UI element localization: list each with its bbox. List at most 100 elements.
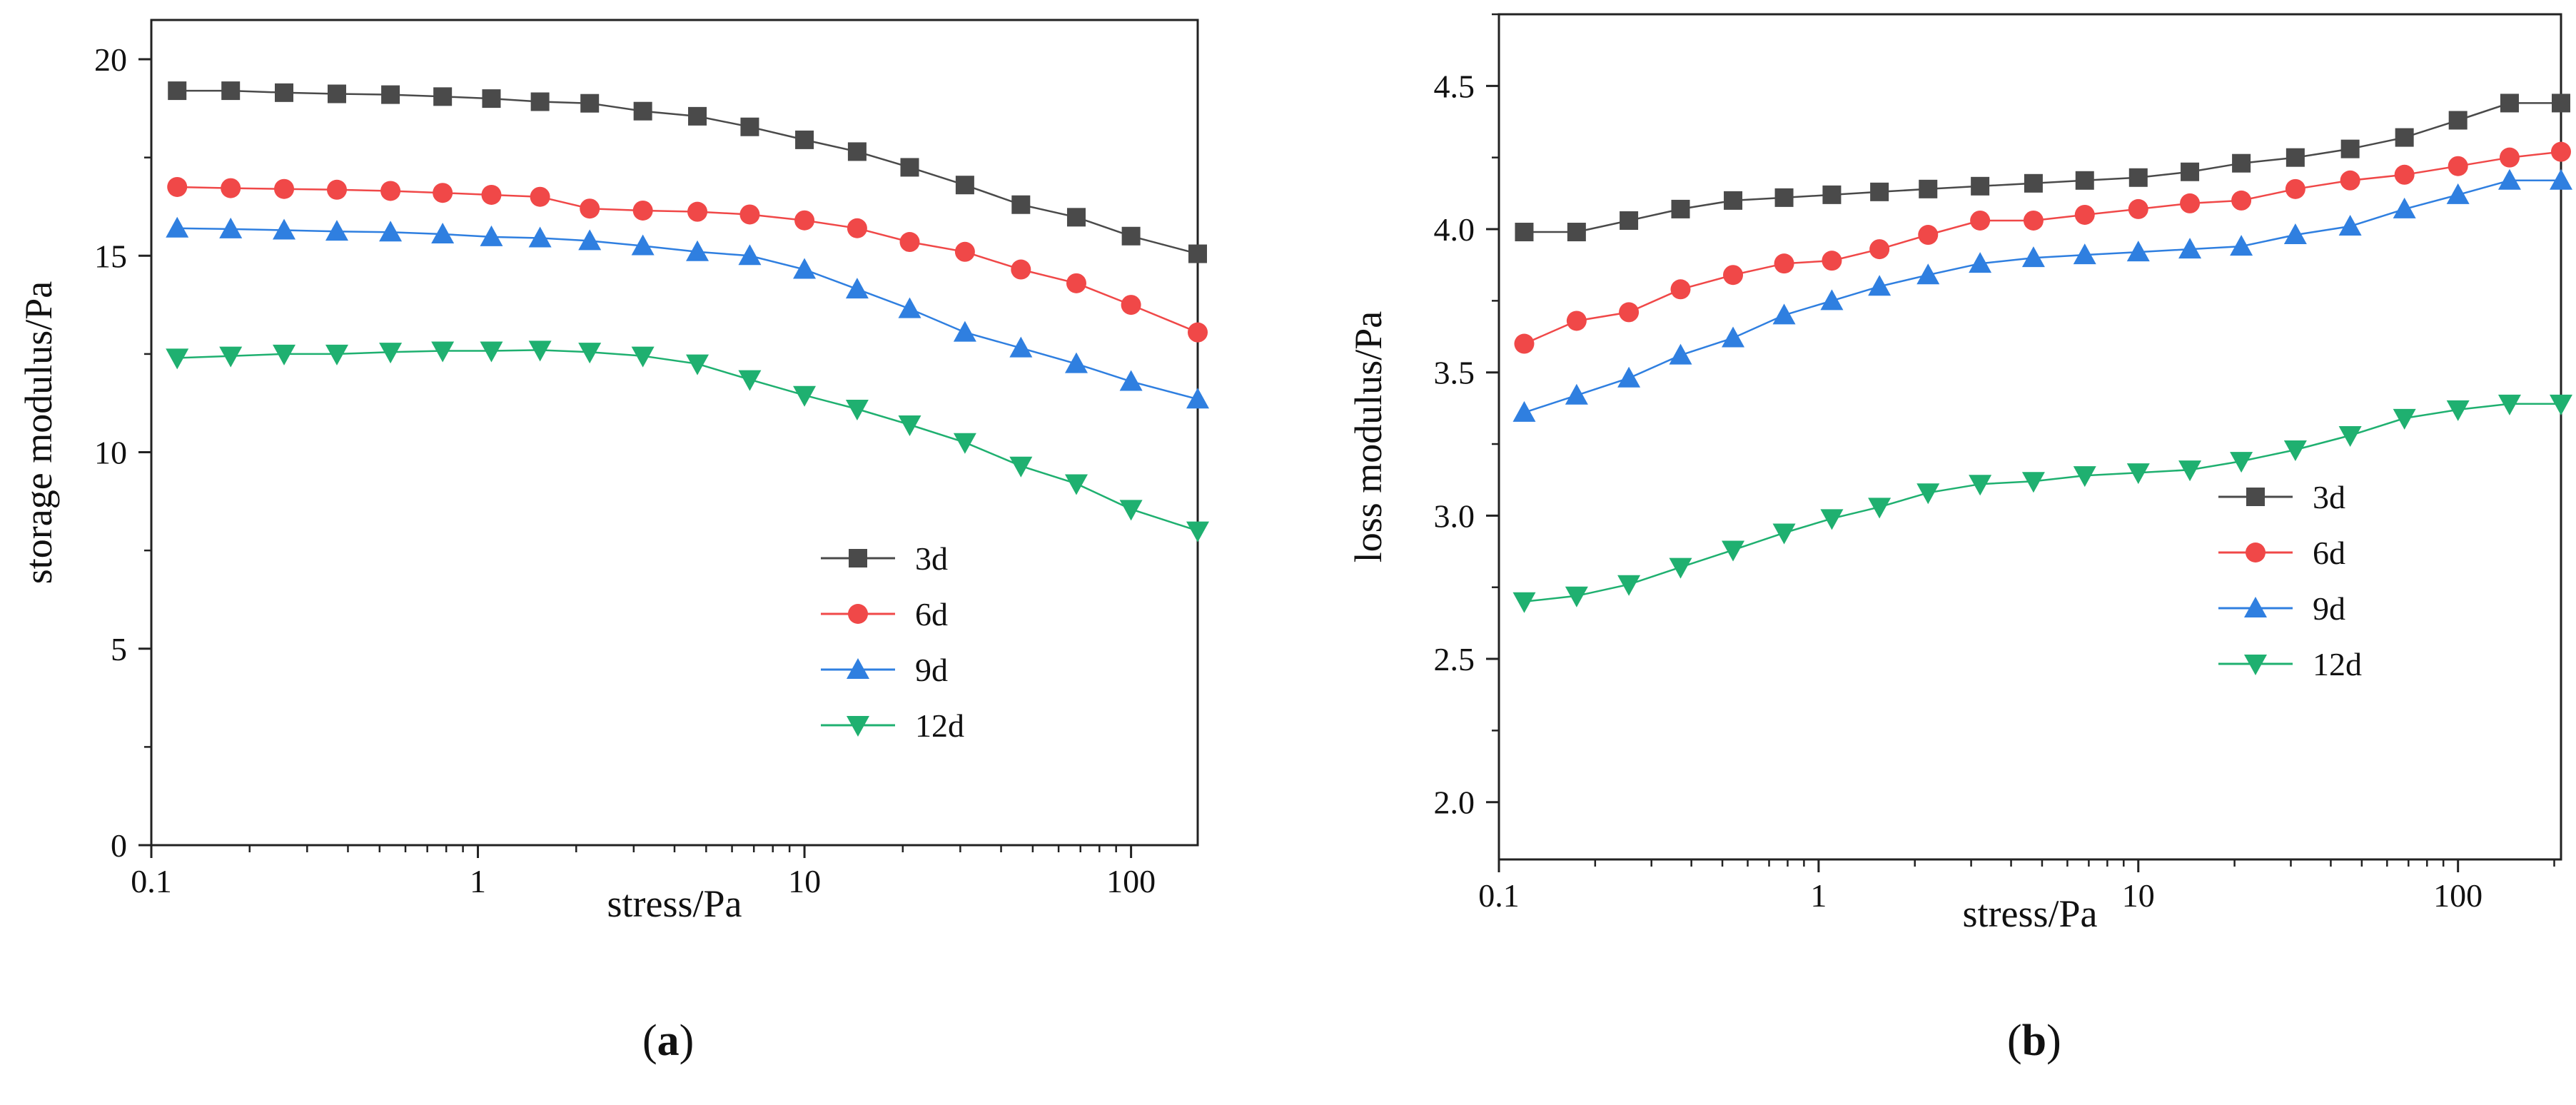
- data-point-9d: [2126, 241, 2150, 262]
- data-point-3d: [1620, 211, 1639, 230]
- data-point-9d: [793, 258, 817, 279]
- data-point-6d: [1066, 273, 1086, 293]
- y-tick-label: 10: [94, 435, 127, 471]
- data-point-9d: [953, 321, 976, 342]
- data-point-3d: [688, 106, 707, 126]
- data-point-9d: [1512, 400, 1536, 422]
- data-point-9d: [1565, 383, 1588, 405]
- data-point-3d: [1870, 182, 1889, 201]
- x-tick-label: 100: [1106, 863, 1156, 899]
- legend-item-3d: 3d: [821, 540, 948, 577]
- data-point-3d: [2340, 139, 2360, 158]
- data-point-6d: [2074, 204, 2095, 225]
- data-point-3d: [900, 158, 919, 177]
- data-point-9d: [1009, 336, 1033, 358]
- legend-marker: [847, 716, 869, 737]
- data-point-3d: [1011, 195, 1031, 214]
- data-point-12d: [2550, 394, 2572, 415]
- legend-label: 3d: [915, 540, 948, 577]
- data-point-3d: [1822, 185, 1842, 204]
- x-tick-label: 1: [470, 863, 486, 899]
- x-tick-label: 10: [2122, 877, 2155, 914]
- legend-label: 12d: [915, 707, 964, 744]
- data-point-6d: [167, 176, 188, 197]
- y-tick-label: 4.0: [1434, 211, 1475, 248]
- data-point-9d: [1722, 326, 1745, 348]
- data-point-3d: [433, 87, 453, 106]
- legend-marker: [848, 604, 868, 624]
- data-point-6d: [221, 178, 241, 198]
- data-point-6d: [1188, 322, 1208, 343]
- data-point-6d: [1011, 259, 1031, 280]
- data-point-12d: [2446, 400, 2470, 421]
- data-point-3d: [2395, 128, 2414, 147]
- legend-marker: [2246, 543, 2266, 562]
- data-point-3d: [1919, 179, 1938, 198]
- data-point-6d: [1970, 210, 1991, 231]
- data-point-6d: [326, 179, 347, 200]
- y-tick-label: 3.0: [1434, 498, 1475, 534]
- data-point-3d: [2075, 171, 2094, 190]
- data-point-6d: [2394, 164, 2415, 185]
- data-point-9d: [1820, 289, 1844, 311]
- legend-label: 6d: [915, 596, 948, 632]
- y-tick-label: 2.5: [1434, 641, 1475, 677]
- data-point-3d: [482, 89, 501, 109]
- data-point-6d: [1121, 295, 1141, 316]
- data-point-6d: [2499, 147, 2520, 168]
- data-point-9d: [898, 297, 921, 318]
- data-point-3d: [1724, 191, 1743, 210]
- series-6d: [167, 176, 1208, 343]
- legend-item-9d: 9d: [2218, 590, 2345, 627]
- legend-item-12d: 12d: [821, 707, 964, 744]
- data-point-6d: [794, 210, 815, 231]
- y-tick-label: 2.0: [1434, 784, 1475, 821]
- plot-frame-a: [150, 19, 1199, 847]
- data-point-6d: [1774, 253, 1794, 274]
- legend-a: 3d 6d 9d 12d: [821, 540, 964, 744]
- data-point-12d: [480, 341, 503, 363]
- data-point-9d: [1064, 352, 1088, 373]
- data-point-3d: [2128, 168, 2148, 187]
- data-point-3d: [275, 83, 294, 102]
- series-group-a: [166, 81, 1209, 543]
- legend-item-3d: 3d: [2218, 479, 2345, 515]
- data-point-9d: [2178, 238, 2202, 259]
- data-point-9d: [166, 216, 189, 238]
- series-9d: [166, 216, 1209, 409]
- data-point-12d: [2338, 425, 2362, 447]
- data-point-9d: [1772, 303, 1796, 325]
- data-point-6d: [1619, 302, 1640, 323]
- data-point-9d: [528, 226, 552, 248]
- data-point-12d: [1064, 474, 1088, 495]
- series-6d: [1514, 141, 2571, 354]
- y-tick-label: 15: [94, 238, 127, 274]
- y-tick-label: 0: [111, 827, 127, 864]
- data-point-12d: [166, 348, 189, 370]
- data-point-9d: [1669, 343, 1692, 365]
- x-tick-label: 10: [788, 863, 821, 899]
- data-point-3d: [2285, 148, 2305, 167]
- data-point-6d: [380, 181, 401, 201]
- data-point-12d: [953, 433, 976, 454]
- data-point-9d: [2021, 246, 2045, 268]
- data-point-9d: [2230, 235, 2253, 256]
- data-point-12d: [2497, 394, 2521, 415]
- data-point-12d: [2021, 472, 2045, 493]
- data-point-9d: [2073, 243, 2096, 265]
- data-point-6d: [530, 186, 550, 207]
- data-point-9d: [431, 223, 455, 244]
- data-point-9d: [845, 278, 869, 299]
- series-3d: [168, 81, 1207, 263]
- data-point-6d: [2231, 190, 2252, 211]
- data-point-9d: [1617, 366, 1641, 388]
- data-point-12d: [325, 344, 348, 365]
- data-point-9d: [2550, 168, 2572, 190]
- data-point-12d: [2073, 466, 2096, 488]
- data-point-12d: [1772, 523, 1796, 545]
- data-point-6d: [2448, 156, 2468, 176]
- legend-marker: [2246, 488, 2265, 506]
- x-axis-title-b: stress/Pa: [1963, 892, 2098, 935]
- series-line-9d: [177, 227, 1198, 400]
